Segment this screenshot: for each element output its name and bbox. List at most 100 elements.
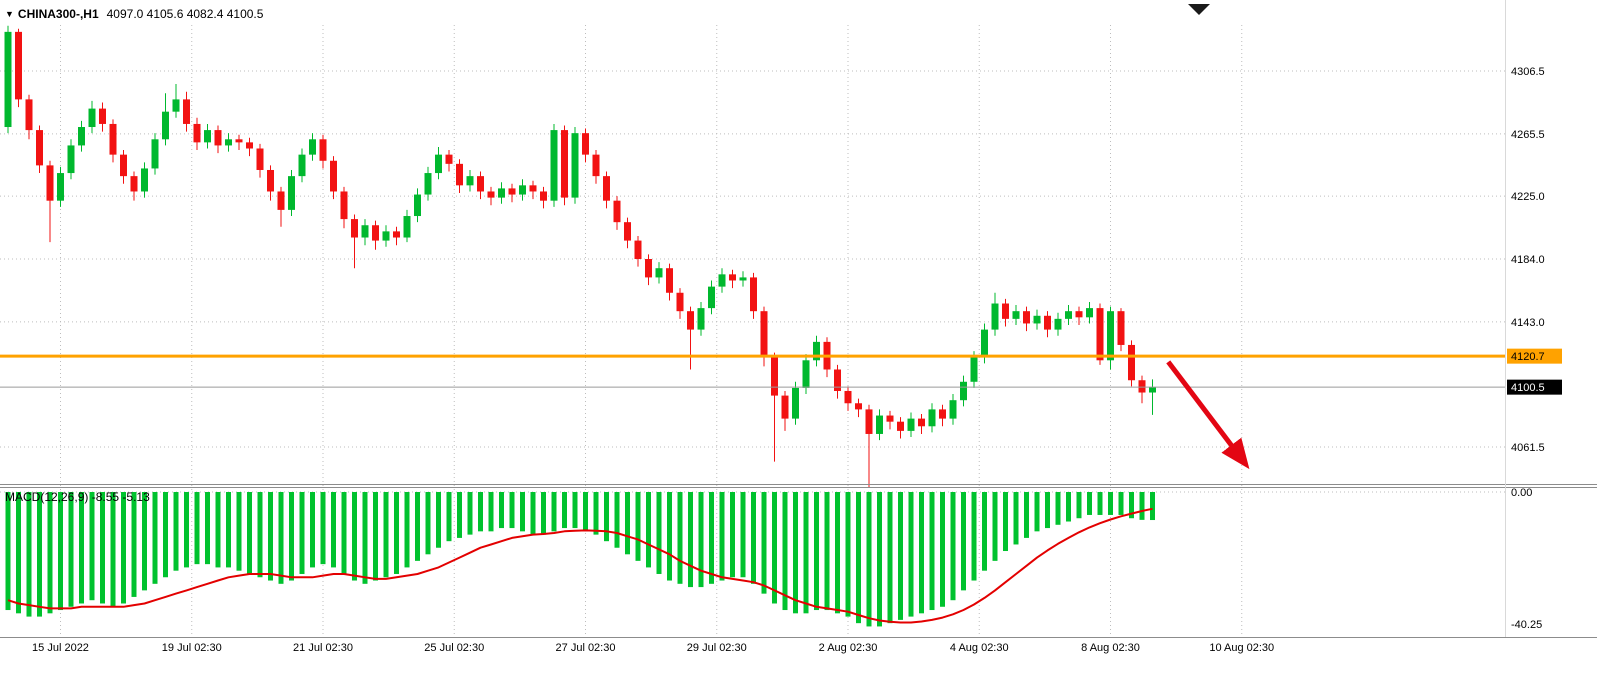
- candle-body: [655, 268, 663, 278]
- macd-histogram-bar: [614, 492, 620, 548]
- candle-body: [697, 308, 705, 330]
- time-tick-label: 2 Aug 02:30: [819, 642, 878, 654]
- macd-histogram-bar: [604, 492, 609, 542]
- candle-body: [1138, 380, 1146, 393]
- symbol-dropdown-icon[interactable]: ▼: [5, 9, 14, 19]
- candle-body: [130, 176, 138, 192]
- macd-histogram-bar: [1003, 492, 1008, 552]
- candle-body: [1033, 315, 1041, 324]
- candle-body: [802, 360, 810, 388]
- candle-body: [1023, 311, 1030, 324]
- macd-histogram-bar: [383, 492, 389, 578]
- candle-body: [235, 139, 243, 143]
- candle-body: [760, 311, 768, 358]
- candle-body: [981, 329, 988, 358]
- macd-histogram-bar: [887, 492, 893, 624]
- candle-body: [1086, 308, 1093, 318]
- candlesticks: [4, 25, 1156, 488]
- candle-body: [666, 268, 673, 293]
- time-axis[interactable]: [0, 637, 1597, 675]
- candle-body: [960, 381, 967, 401]
- candle-body: [141, 168, 148, 192]
- candle-body: [277, 191, 285, 210]
- candle-body: [907, 418, 915, 431]
- macd-histogram-bar: [1024, 492, 1029, 538]
- macd-histogram-bar: [667, 492, 672, 581]
- macd-histogram-bar: [320, 492, 326, 565]
- candle-body: [361, 225, 369, 238]
- macd-histogram-bar: [1097, 492, 1103, 515]
- candle-body: [624, 222, 631, 241]
- macd-histogram-bar: [677, 492, 683, 584]
- candle-body: [319, 139, 327, 161]
- candle-body: [25, 99, 33, 131]
- chart-shift-marker-icon[interactable]: [1188, 4, 1210, 15]
- macd-histogram-bar: [845, 492, 851, 617]
- candle-body: [120, 154, 127, 177]
- candle-body: [477, 176, 484, 192]
- candle-body: [246, 142, 253, 149]
- macd-histogram-bar: [289, 492, 294, 581]
- candle-body: [109, 123, 117, 155]
- macd-histogram-bar: [835, 492, 840, 614]
- current-price-label: [1507, 379, 1562, 395]
- trend-arrow-annotation[interactable]: [1166, 360, 1250, 470]
- candle-body: [298, 154, 306, 177]
- candle-body: [1096, 308, 1104, 361]
- macd-histogram-bar: [1034, 492, 1040, 532]
- candle-body: [1012, 311, 1020, 319]
- price-tick-label: 4265.5: [1511, 129, 1545, 141]
- candle-body: [466, 176, 474, 186]
- macd-histogram-bar: [530, 492, 536, 535]
- macd-histogram-bar: [362, 492, 368, 584]
- candle-body: [508, 188, 516, 195]
- macd-histogram-bar: [26, 492, 32, 617]
- macd-histogram-bar: [782, 492, 788, 611]
- candle-body: [540, 191, 547, 201]
- macd-histogram-bar: [740, 492, 746, 578]
- candle-body: [1075, 311, 1083, 318]
- macd-histogram-bar: [1108, 492, 1113, 515]
- candle-body: [424, 173, 432, 195]
- macd-histogram-bar: [100, 492, 105, 604]
- macd-histogram-bar: [877, 492, 882, 627]
- time-tick-label: 21 Jul 02:30: [293, 642, 353, 654]
- candle-body: [918, 418, 925, 427]
- candle-body: [718, 274, 726, 287]
- candle-body: [750, 277, 757, 312]
- macd-histogram-bar: [992, 492, 998, 561]
- macd-histogram-bar: [625, 492, 630, 555]
- candle-body: [435, 154, 442, 174]
- macd-histogram-bar: [131, 492, 137, 597]
- macd-histogram-bar: [194, 492, 200, 565]
- candle-body: [1002, 303, 1009, 319]
- macd-histogram-bar: [593, 492, 599, 535]
- macd-histogram-bar: [824, 492, 830, 611]
- macd-histogram-bar: [478, 492, 483, 532]
- macd-histogram-bar: [341, 492, 347, 574]
- price-axis[interactable]: [1506, 0, 1597, 637]
- candle-body: [15, 31, 22, 100]
- candle-body: [897, 421, 904, 431]
- candle-body: [876, 415, 883, 434]
- candle-body: [529, 185, 537, 192]
- candle-body: [1054, 318, 1062, 330]
- macd-histogram-bar: [68, 492, 74, 607]
- macd-histogram-bar: [1139, 492, 1145, 520]
- candle-body: [855, 403, 862, 410]
- macd-histogram-bar: [331, 492, 336, 568]
- time-tick-label: 15 Jul 2022: [32, 642, 89, 654]
- candle-body: [739, 277, 747, 281]
- macd-histogram-bar: [971, 492, 977, 581]
- macd-histogram-bar: [184, 492, 189, 568]
- candle-body: [687, 311, 694, 330]
- current-price-label-text: 4100.5: [1511, 382, 1545, 394]
- macd-tick-label: 0.00: [1511, 487, 1532, 499]
- macd-info-bar: MACD(12,26,9) -8.55 -5.13: [5, 490, 150, 504]
- hline-price-label-text: 4120.7: [1511, 351, 1545, 363]
- candle-body: [498, 188, 505, 198]
- candle-body: [57, 173, 64, 201]
- macd-panel: 0.00 -40.25: [0, 487, 1542, 631]
